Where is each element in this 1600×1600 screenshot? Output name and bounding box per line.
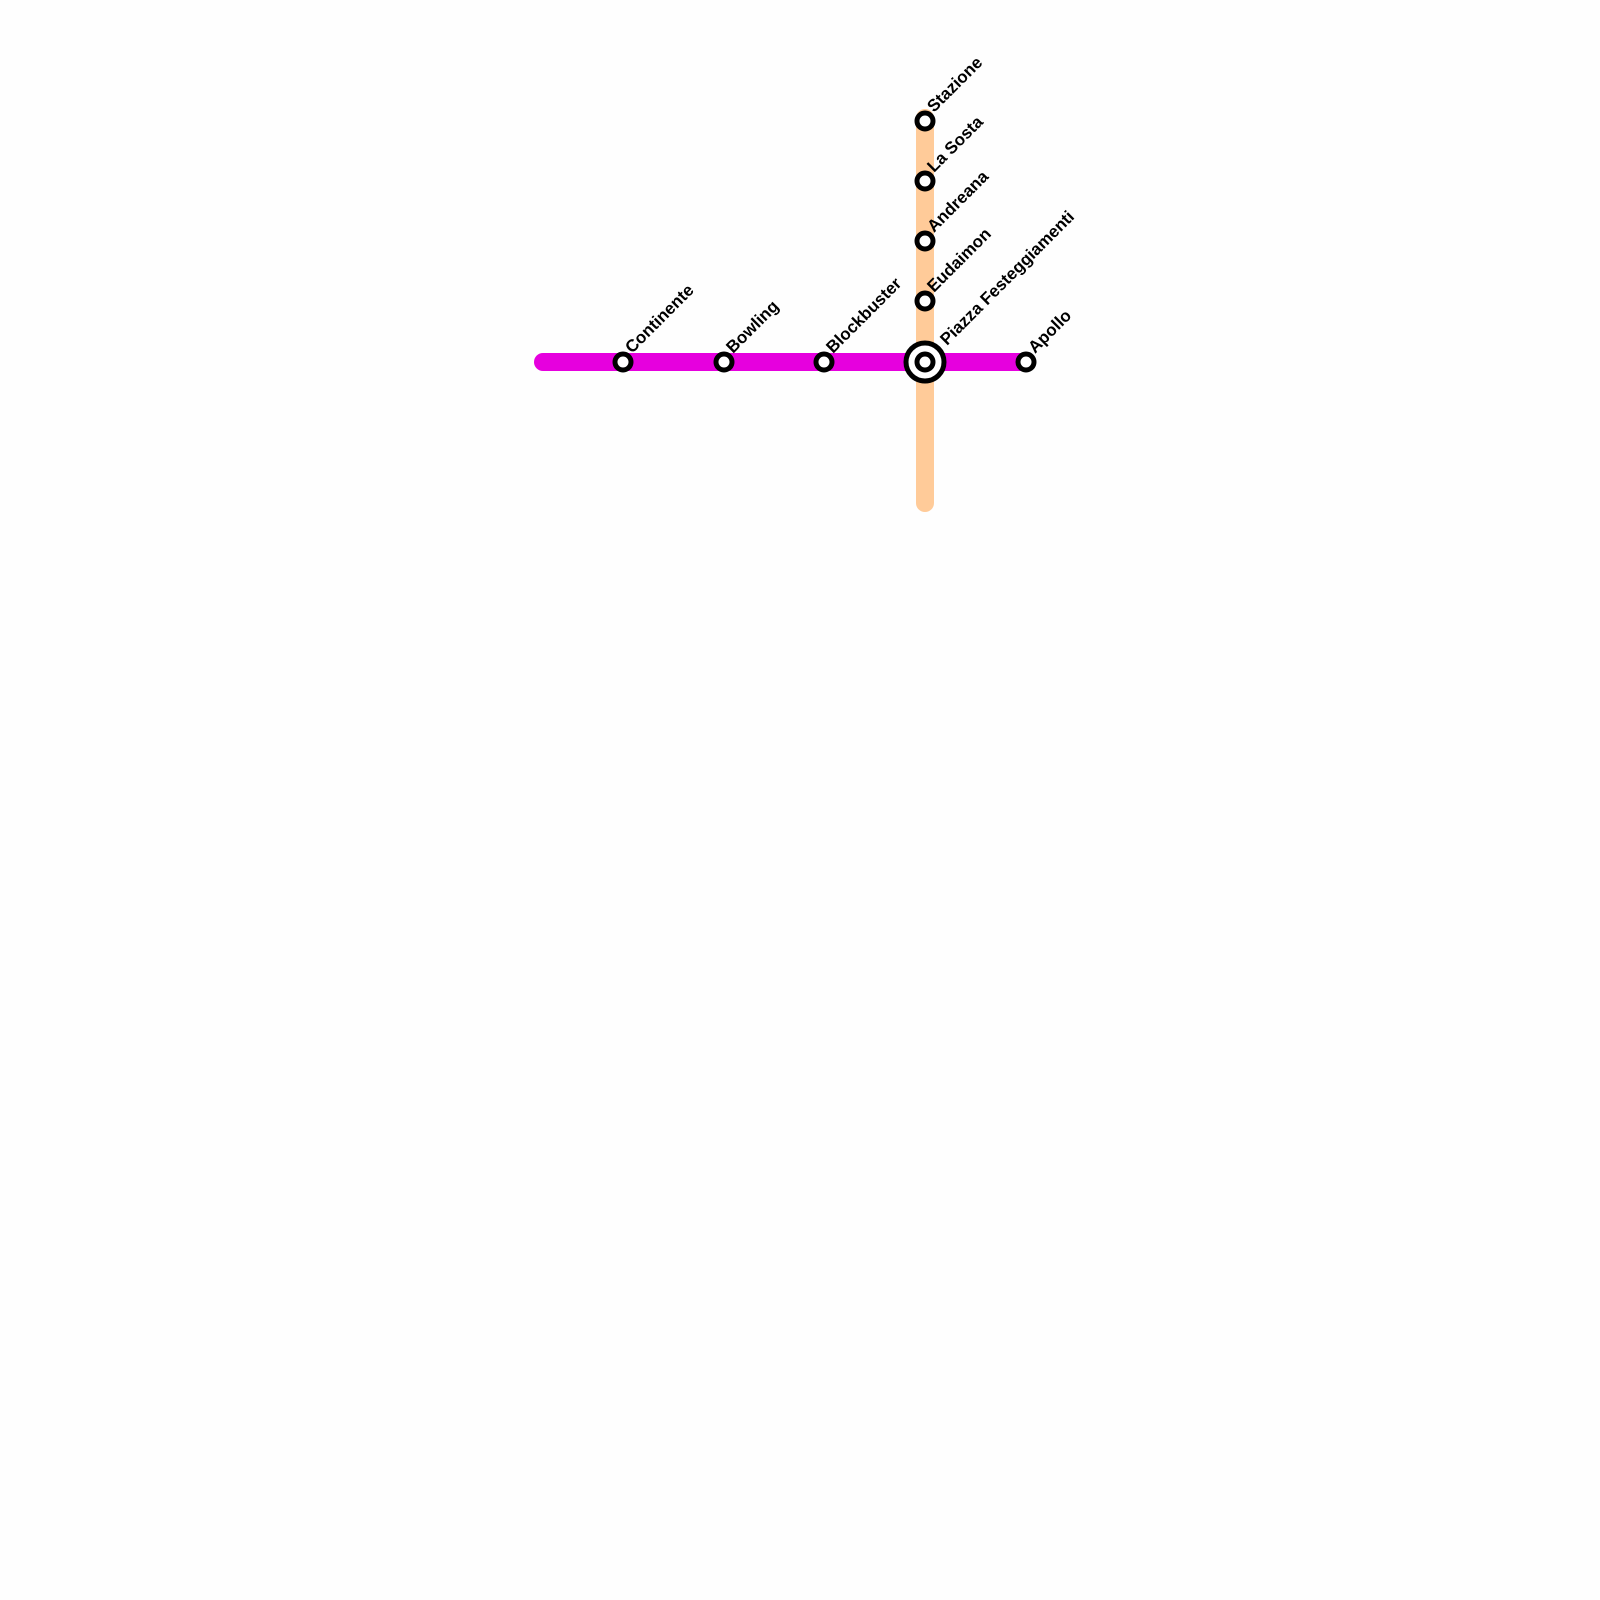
station-label: Stazione [923, 53, 986, 116]
station-label: Bowling [722, 297, 782, 357]
station-label: Apollo [1024, 306, 1075, 357]
station-marker [1015, 351, 1037, 373]
station-marker [914, 110, 936, 132]
station-label: Eudaimon [923, 224, 995, 296]
station-marker [914, 351, 936, 373]
station-marker [713, 351, 735, 373]
station-label: Blockbuster [822, 274, 905, 357]
station-label: Continente [621, 281, 697, 357]
station-marker [914, 170, 936, 192]
station-marker [612, 351, 634, 373]
station-apollo[interactable]: Apollo [1015, 306, 1075, 373]
station-marker [813, 351, 835, 373]
station-marker [914, 290, 936, 312]
station-marker [914, 230, 936, 252]
